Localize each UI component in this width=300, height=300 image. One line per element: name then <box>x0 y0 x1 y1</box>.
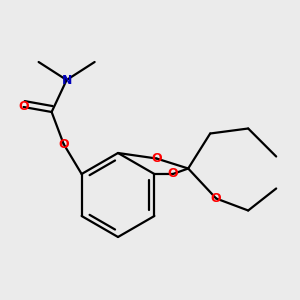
Text: O: O <box>151 152 162 165</box>
Text: O: O <box>168 167 178 181</box>
Text: O: O <box>18 100 29 113</box>
Text: N: N <box>61 74 72 86</box>
Text: O: O <box>58 137 69 151</box>
Text: O: O <box>211 192 221 205</box>
